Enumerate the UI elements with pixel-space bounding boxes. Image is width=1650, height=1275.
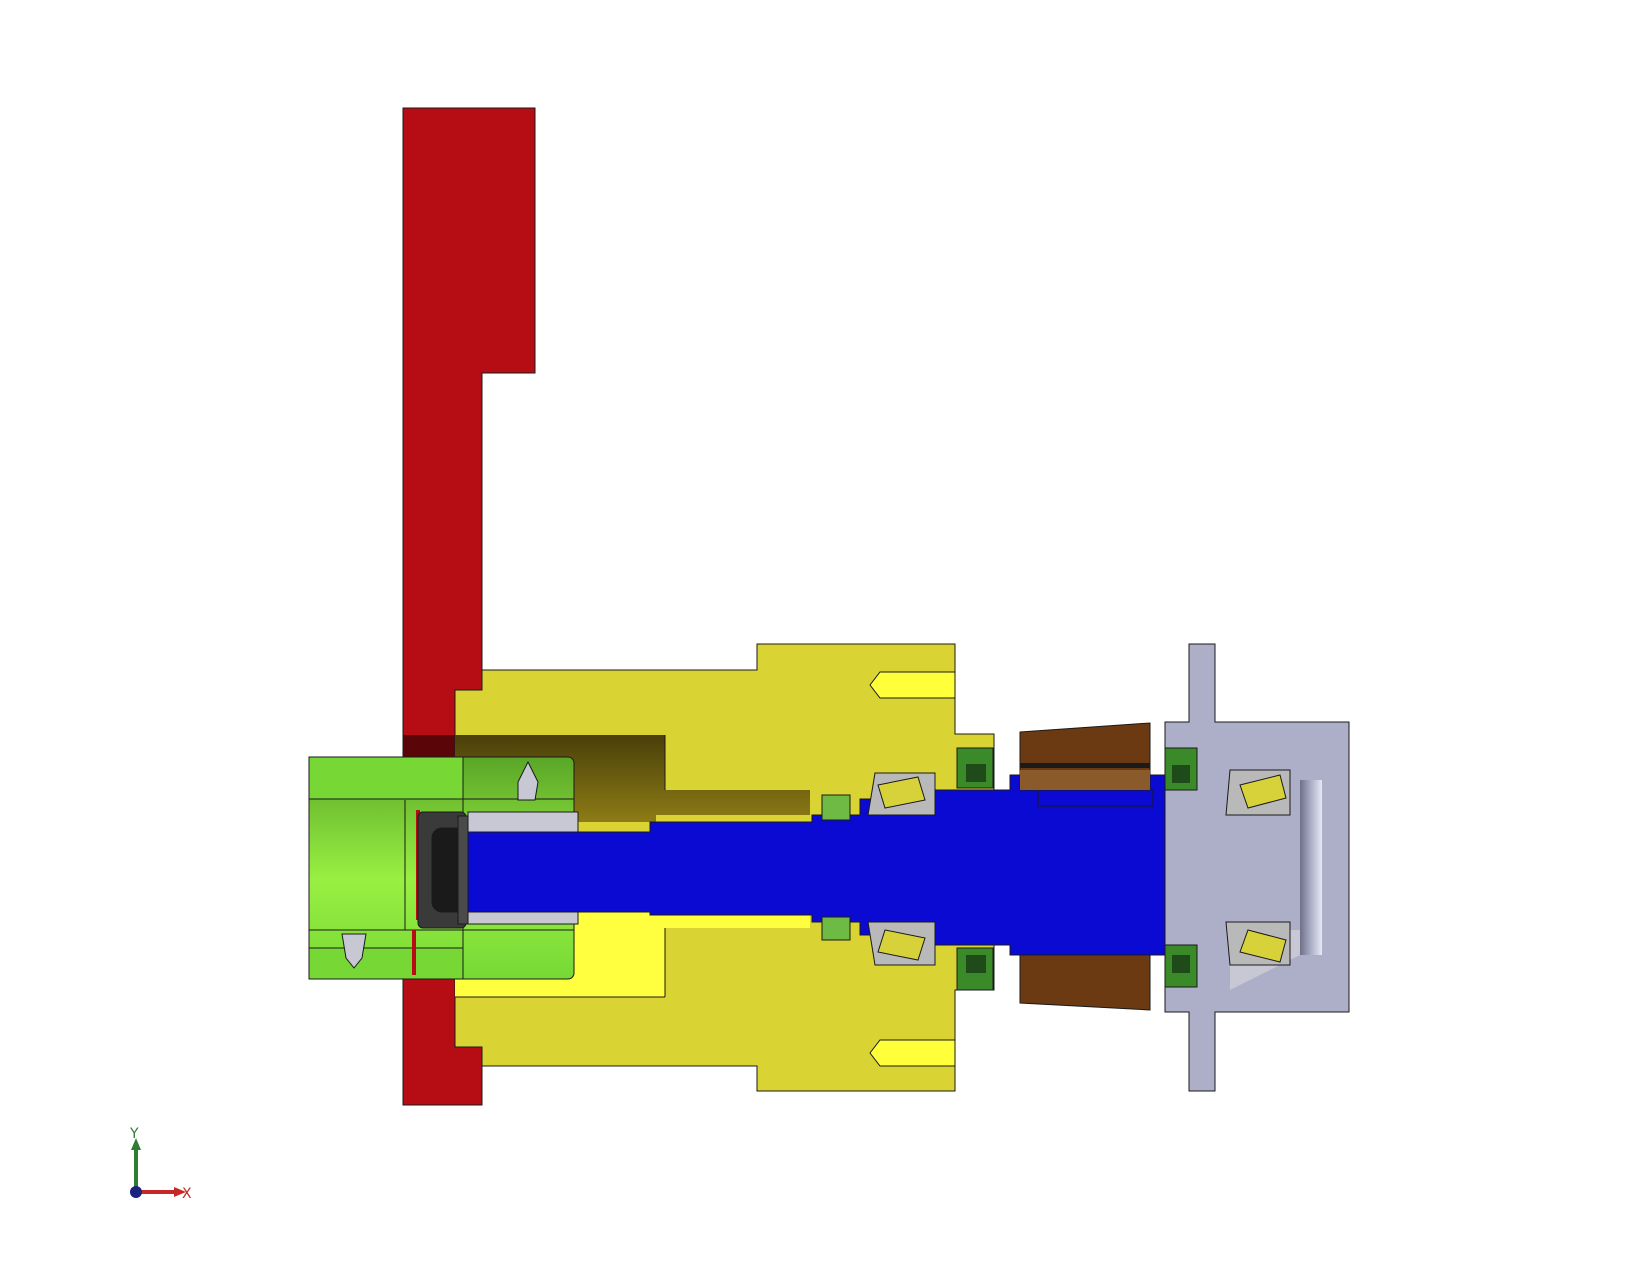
housing-bolt-hole-top [869,671,956,699]
axis-label-y: Y [129,1126,139,1142]
right-bearing-bottom-roller [1239,929,1287,963]
axis-triad: Y X [129,1126,192,1202]
spacer-seal-bottom [821,916,851,941]
gear-bottom [1019,954,1151,1011]
coupling-left-face [308,756,464,800]
end-cap-inner [1300,780,1322,955]
sleeve-top [467,811,579,833]
coupling-setscrew-bottom [341,933,367,969]
coupling-setscrew-top [517,760,539,801]
coupling-left-face-bottom [308,947,464,980]
axis-label-x: X [182,1186,192,1202]
left-bearing-bottom-roller [877,929,926,961]
sleeve-bottom [467,911,579,925]
spacer-seal-top [821,794,851,821]
left-bearing-top-roller [877,776,926,809]
end-cap [1164,643,1350,1092]
housing-bolt-hole-bottom [869,1039,956,1067]
frame-overlap-dark [403,735,455,760]
oil-seal-right-bottom [1164,944,1198,988]
right-bearing-top-roller [1239,774,1287,809]
